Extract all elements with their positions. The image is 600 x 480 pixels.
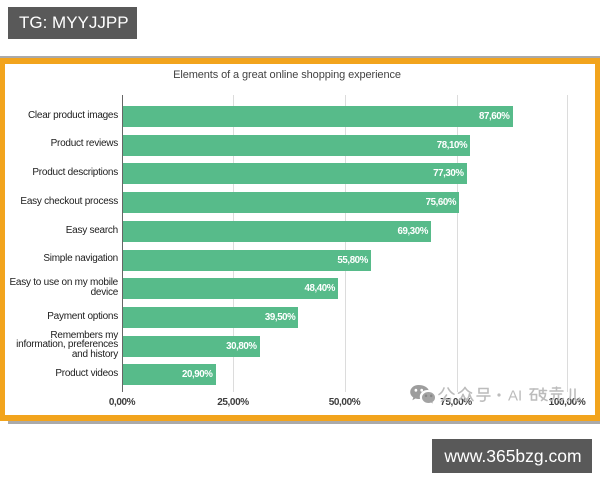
svg-text:AI: AI [508, 387, 522, 404]
